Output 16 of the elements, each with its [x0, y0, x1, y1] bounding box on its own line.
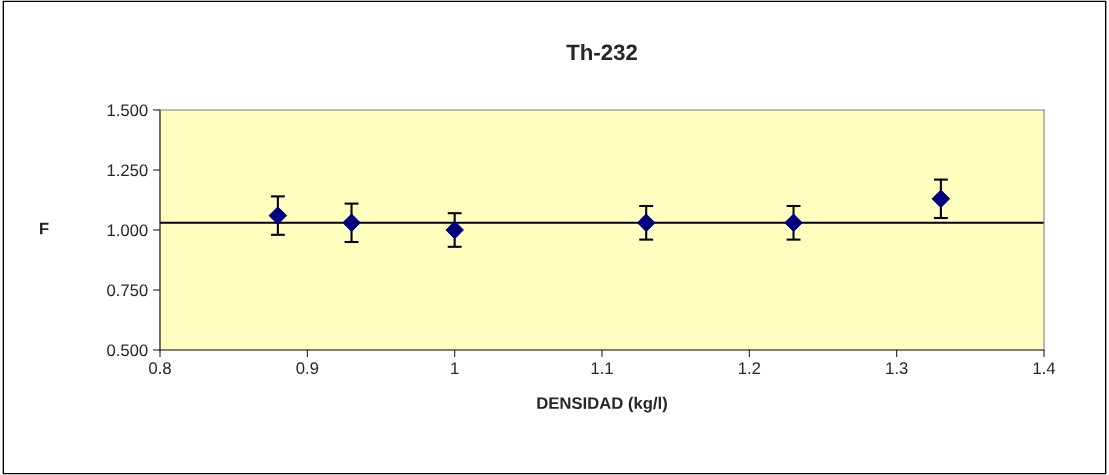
- x-tick-label: 1.4: [1033, 362, 1056, 374]
- x-tick-label: 1: [451, 362, 459, 374]
- x-tick-label: 0.8: [149, 362, 171, 375]
- y-tick-label: 1.250: [107, 164, 148, 177]
- y-tick-label: 1.000: [107, 224, 148, 237]
- x-tick-label: 1.1: [591, 362, 613, 374]
- point: [445, 220, 464, 240]
- x-tick-label: 1.2: [739, 362, 761, 374]
- x-tick-label: 0.9: [296, 362, 319, 375]
- x-axis-title: DENSIDAD (kg/l): [537, 396, 667, 413]
- y-axis-title: F: [40, 222, 49, 235]
- x-tick-label: 1.3: [886, 362, 908, 375]
- y-tick-label: 0.750: [107, 284, 148, 297]
- chart-title: Th-232: [566, 43, 637, 61]
- y-tick-label: 1.500: [107, 104, 148, 117]
- y-tick-label: 0.500: [107, 344, 148, 357]
